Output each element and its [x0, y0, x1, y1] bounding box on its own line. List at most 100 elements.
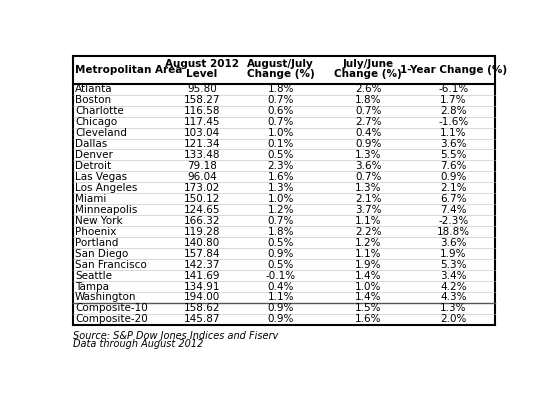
Text: 1.4%: 1.4% [355, 292, 382, 303]
Text: 103.04: 103.04 [184, 128, 220, 138]
Text: Metropolitan Area: Metropolitan Area [75, 65, 183, 75]
Text: 0.9%: 0.9% [268, 303, 294, 314]
Text: 0.7%: 0.7% [268, 216, 294, 226]
Text: San Francisco: San Francisco [75, 260, 147, 269]
Text: 2.3%: 2.3% [267, 161, 294, 171]
Text: 1.7%: 1.7% [440, 95, 467, 105]
Text: 2.1%: 2.1% [355, 194, 382, 204]
Text: 1.8%: 1.8% [355, 95, 382, 105]
Text: 145.87: 145.87 [184, 314, 220, 324]
Text: 173.02: 173.02 [184, 183, 220, 193]
Text: Las Vegas: Las Vegas [75, 172, 127, 182]
Text: Tampa: Tampa [75, 281, 109, 292]
Text: 157.84: 157.84 [184, 249, 220, 258]
Text: 158.27: 158.27 [184, 95, 220, 105]
Text: Composite-10: Composite-10 [75, 303, 148, 314]
Text: 4.2%: 4.2% [440, 281, 467, 292]
Text: 116.58: 116.58 [184, 106, 220, 116]
Text: Chicago: Chicago [75, 117, 117, 127]
Text: August 2012: August 2012 [165, 59, 239, 69]
Text: 3.4%: 3.4% [440, 271, 467, 281]
Text: 0.7%: 0.7% [355, 172, 381, 182]
Text: Cleveland: Cleveland [75, 128, 127, 138]
Text: Change (%): Change (%) [334, 69, 402, 79]
Text: 134.91: 134.91 [184, 281, 220, 292]
Text: 1.9%: 1.9% [440, 249, 467, 258]
Text: Boston: Boston [75, 95, 111, 105]
Text: 0.7%: 0.7% [268, 117, 294, 127]
Text: Dallas: Dallas [75, 139, 107, 149]
Text: 4.3%: 4.3% [440, 292, 467, 303]
Text: 18.8%: 18.8% [437, 227, 470, 237]
Text: Washington: Washington [75, 292, 136, 303]
Text: -6.1%: -6.1% [438, 84, 469, 94]
Text: 0.9%: 0.9% [440, 172, 466, 182]
Text: Source: S&P Dow Jones Indices and Fiserv: Source: S&P Dow Jones Indices and Fiserv [73, 331, 278, 341]
Text: 1.8%: 1.8% [267, 84, 294, 94]
Text: 1.3%: 1.3% [355, 150, 382, 160]
Text: 194.00: 194.00 [184, 292, 220, 303]
Text: -0.1%: -0.1% [266, 271, 296, 281]
Text: 2.2%: 2.2% [355, 227, 382, 237]
Text: 0.7%: 0.7% [355, 106, 381, 116]
Text: 119.28: 119.28 [184, 227, 220, 237]
Text: 0.4%: 0.4% [268, 281, 294, 292]
Text: 1.1%: 1.1% [267, 292, 294, 303]
Text: 1.0%: 1.0% [355, 281, 381, 292]
Text: July/June: July/June [343, 59, 394, 69]
Text: Seattle: Seattle [75, 271, 112, 281]
Text: Detroit: Detroit [75, 161, 111, 171]
Text: Miami: Miami [75, 194, 107, 204]
Text: 6.7%: 6.7% [440, 194, 467, 204]
Text: 3.6%: 3.6% [440, 238, 467, 248]
Text: Denver: Denver [75, 150, 113, 160]
Text: Atlanta: Atlanta [75, 84, 113, 94]
Text: 1.0%: 1.0% [268, 128, 294, 138]
Text: 3.6%: 3.6% [440, 139, 467, 149]
Text: 96.04: 96.04 [187, 172, 217, 182]
Text: Minneapolis: Minneapolis [75, 205, 138, 215]
Text: 1.3%: 1.3% [440, 303, 467, 314]
Text: 1.6%: 1.6% [355, 314, 382, 324]
Text: 2.8%: 2.8% [440, 106, 467, 116]
Text: 3.7%: 3.7% [355, 205, 382, 215]
Text: Change (%): Change (%) [247, 69, 315, 79]
Text: 117.45: 117.45 [184, 117, 220, 127]
Text: 166.32: 166.32 [184, 216, 220, 226]
Text: 121.34: 121.34 [184, 139, 220, 149]
Text: 1.3%: 1.3% [355, 183, 382, 193]
Text: 0.5%: 0.5% [268, 238, 294, 248]
Text: 1.3%: 1.3% [267, 183, 294, 193]
Text: 0.5%: 0.5% [268, 260, 294, 269]
Text: 1.1%: 1.1% [440, 128, 467, 138]
Text: 1.2%: 1.2% [355, 238, 382, 248]
Text: 0.4%: 0.4% [355, 128, 381, 138]
Text: Level: Level [186, 69, 218, 79]
Text: 1.0%: 1.0% [268, 194, 294, 204]
Text: 1.6%: 1.6% [267, 172, 294, 182]
Text: 79.18: 79.18 [187, 161, 217, 171]
Text: -1.6%: -1.6% [438, 117, 469, 127]
Text: 142.37: 142.37 [184, 260, 220, 269]
Text: 3.6%: 3.6% [355, 161, 382, 171]
Text: 95.80: 95.80 [187, 84, 217, 94]
Text: 0.6%: 0.6% [268, 106, 294, 116]
Text: 1.8%: 1.8% [267, 227, 294, 237]
Text: 150.12: 150.12 [184, 194, 220, 204]
Text: Portland: Portland [75, 238, 118, 248]
Text: 0.1%: 0.1% [268, 139, 294, 149]
Text: 2.1%: 2.1% [440, 183, 467, 193]
Text: Data through August 2012: Data through August 2012 [73, 340, 204, 349]
Text: Los Angeles: Los Angeles [75, 183, 138, 193]
Text: 124.65: 124.65 [184, 205, 220, 215]
Text: 2.0%: 2.0% [440, 314, 466, 324]
Text: 0.9%: 0.9% [355, 139, 381, 149]
Text: August/July: August/July [248, 59, 314, 69]
Text: 2.7%: 2.7% [355, 117, 382, 127]
Text: 7.4%: 7.4% [440, 205, 467, 215]
Text: 141.69: 141.69 [184, 271, 220, 281]
Text: 1.1%: 1.1% [355, 249, 382, 258]
Text: 1.9%: 1.9% [355, 260, 382, 269]
Text: 158.62: 158.62 [184, 303, 220, 314]
Text: New York: New York [75, 216, 123, 226]
